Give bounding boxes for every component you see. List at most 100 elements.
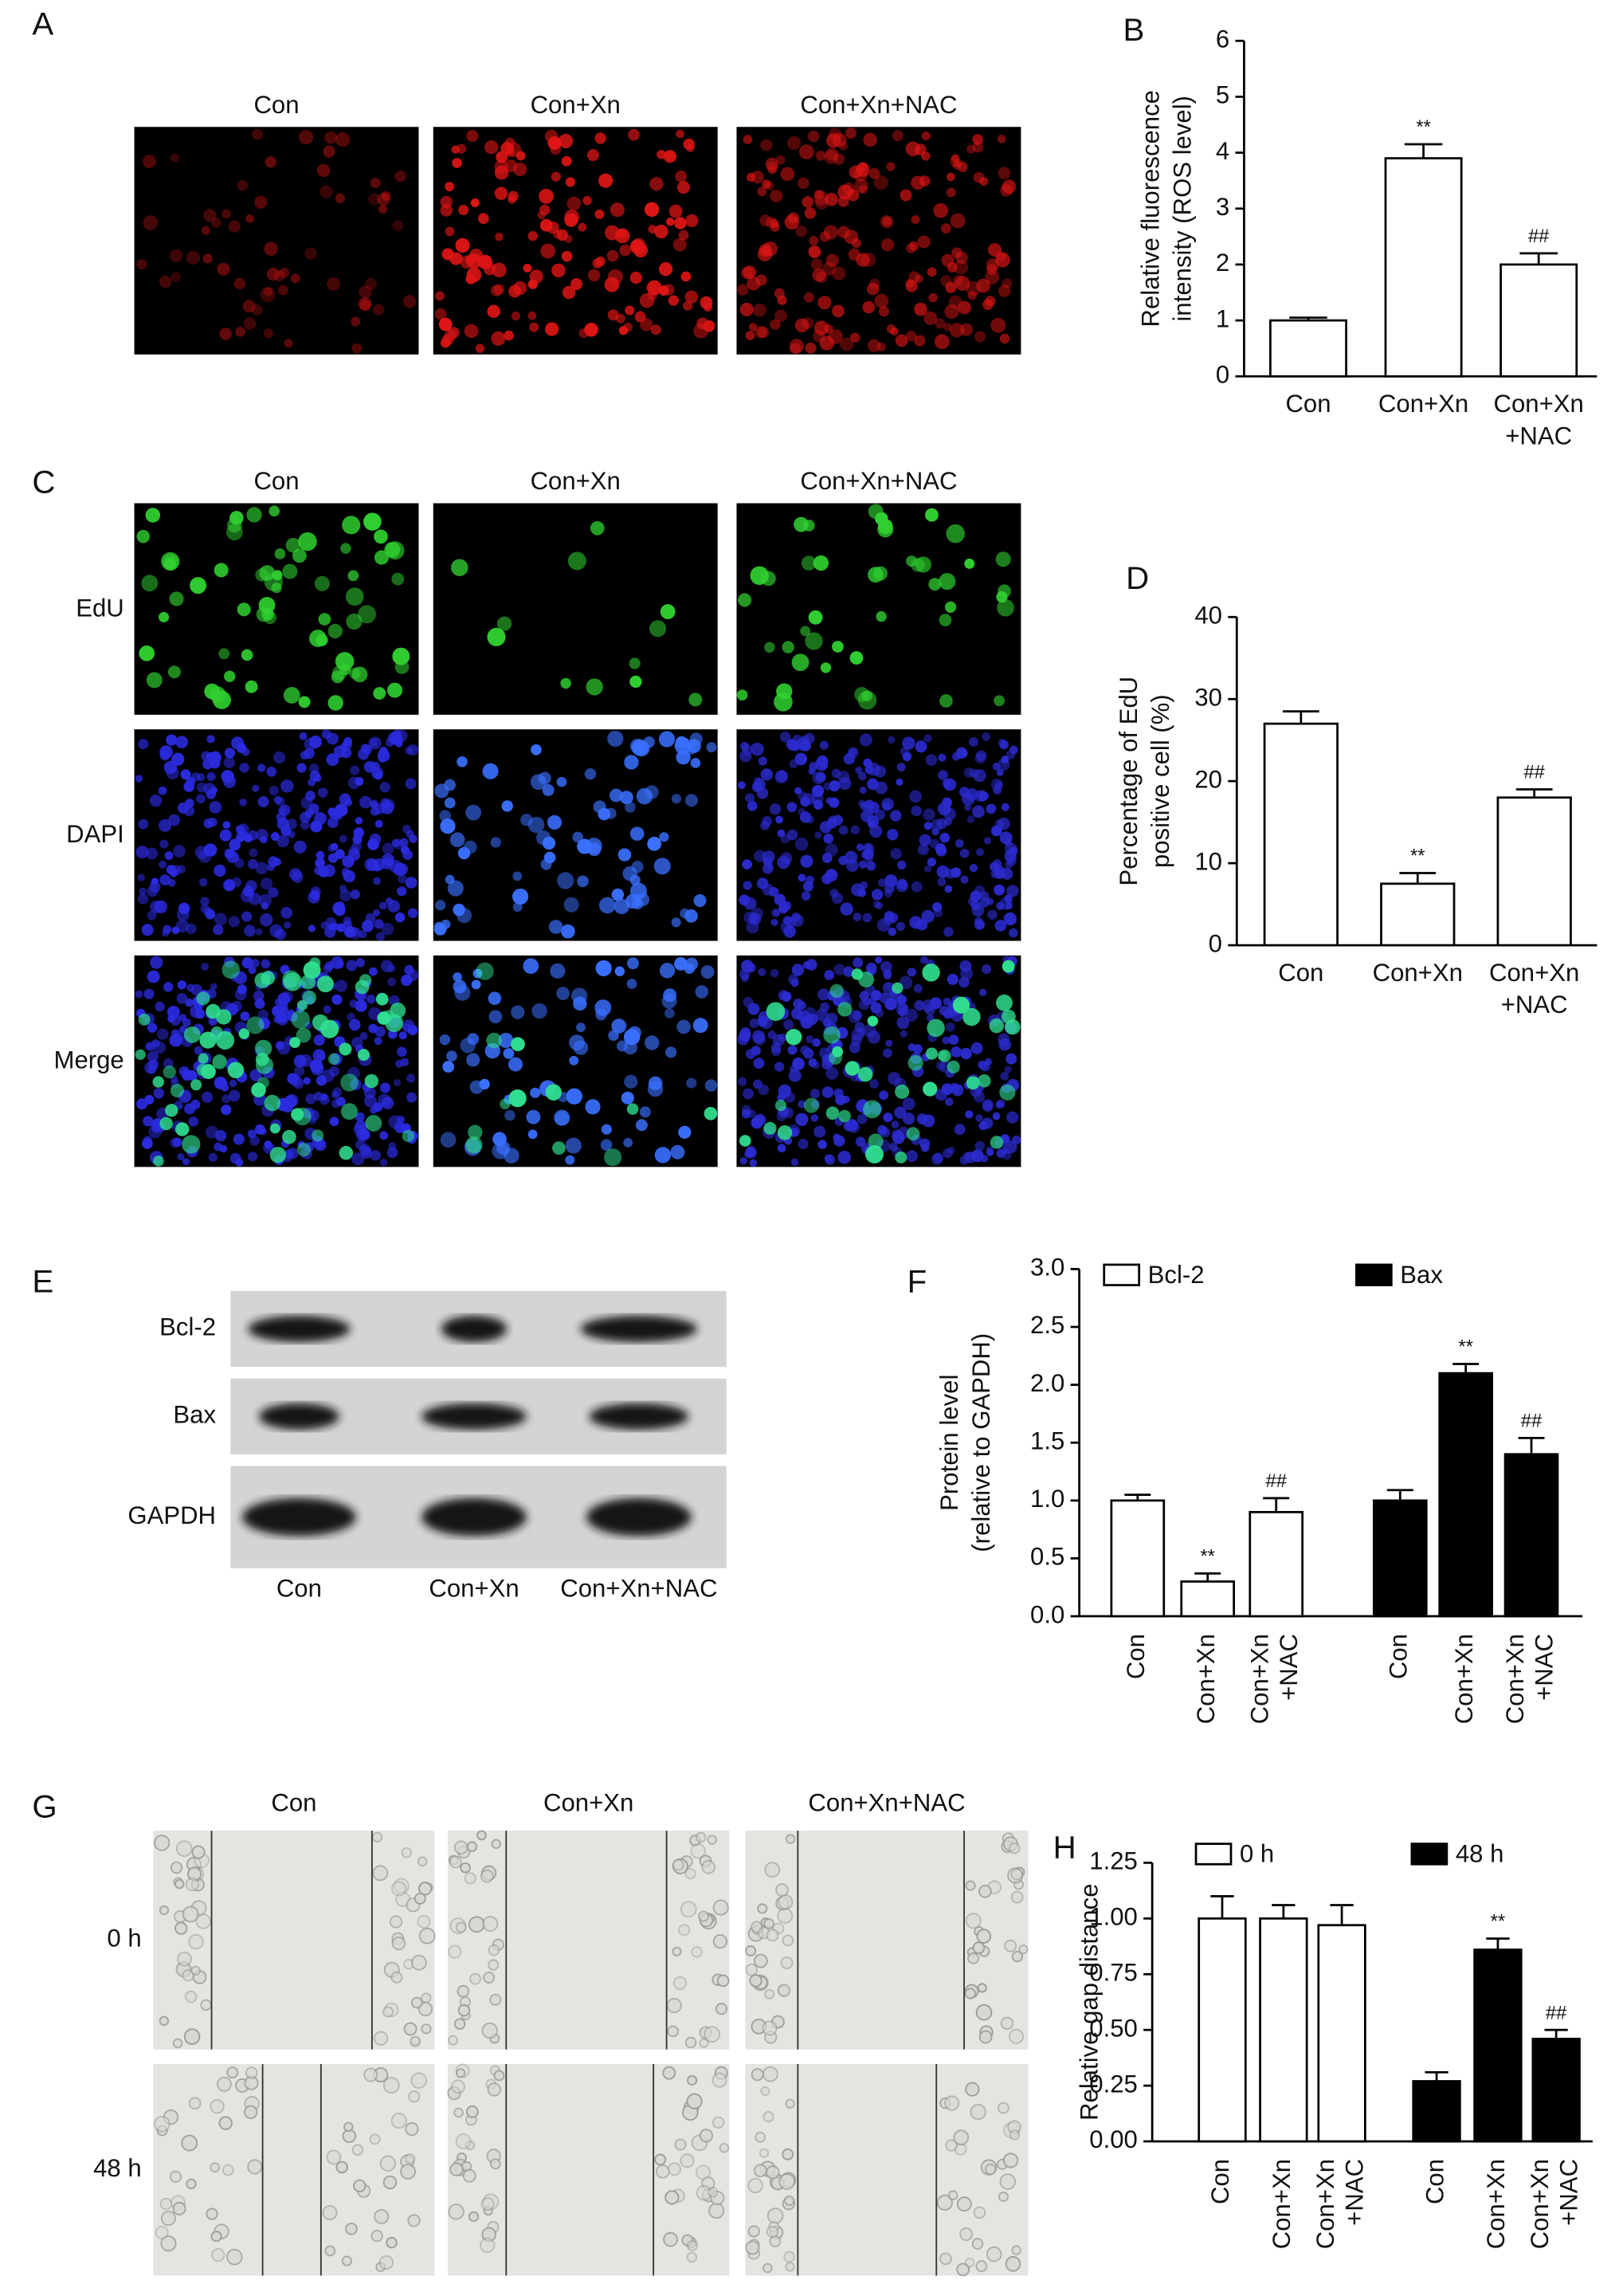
cell [564, 209, 580, 225]
cell [958, 976, 970, 988]
cell [833, 153, 845, 165]
cell [825, 1106, 840, 1121]
cell [755, 325, 767, 339]
cell [467, 1033, 480, 1046]
cell [802, 960, 811, 969]
cell [351, 1152, 365, 1166]
cell [198, 1053, 209, 1064]
cell [323, 1005, 331, 1014]
bar [1438, 1372, 1493, 1618]
cell [545, 1084, 562, 1101]
cell [590, 520, 605, 536]
cell [824, 970, 835, 980]
cell [584, 768, 597, 780]
cell [155, 2225, 169, 2239]
cell [339, 793, 351, 805]
cell [594, 999, 612, 1016]
cell [785, 1834, 796, 1844]
cell [888, 927, 897, 936]
cell [285, 1093, 299, 1107]
cell [435, 291, 445, 301]
cell [629, 826, 645, 841]
cell [165, 1104, 178, 1117]
cell [304, 247, 317, 260]
cell [190, 1965, 201, 1976]
cell [170, 868, 178, 877]
cell [939, 2252, 952, 2266]
cell [985, 2163, 997, 2176]
cell [512, 871, 523, 881]
cell [905, 1150, 919, 1163]
cell [244, 2105, 258, 2119]
cell [183, 2028, 201, 2045]
cell [469, 1080, 484, 1094]
cell [438, 317, 453, 332]
cell [696, 317, 709, 330]
cell [791, 653, 810, 672]
cell [811, 791, 824, 804]
cell [339, 885, 347, 893]
cell [814, 831, 822, 839]
cell [346, 613, 363, 630]
cell [982, 732, 990, 741]
cell [231, 736, 245, 750]
cell [820, 662, 832, 673]
cell [539, 188, 554, 204]
cell [859, 733, 872, 747]
cell [148, 1125, 162, 1139]
cell [191, 1845, 206, 1859]
cell [762, 862, 774, 874]
cell [625, 305, 635, 316]
cell [283, 686, 300, 704]
cell [1002, 278, 1013, 288]
cell [494, 165, 509, 180]
cell [530, 1087, 541, 1098]
cell [936, 2194, 953, 2211]
cell [769, 803, 782, 815]
cell [708, 2202, 725, 2219]
cell [865, 962, 877, 974]
cell [460, 1862, 471, 1874]
cell [366, 994, 376, 1004]
cell [335, 652, 355, 671]
cell [996, 994, 1013, 1011]
cell [783, 925, 796, 938]
cell [203, 843, 218, 857]
cell [274, 998, 283, 1006]
cell [923, 311, 938, 325]
cell [403, 2022, 417, 2036]
cell [804, 207, 817, 219]
cell [365, 277, 377, 290]
cell [299, 732, 308, 740]
cell [842, 182, 856, 195]
cell [138, 1013, 151, 1026]
cell [774, 693, 793, 712]
cell [221, 209, 231, 219]
x-tick-label: Con+Xn [1192, 1634, 1220, 1724]
cell [477, 254, 492, 269]
cell [508, 190, 519, 202]
cell [676, 1019, 691, 1034]
cell [964, 2257, 975, 2268]
cell [971, 805, 985, 818]
cell [798, 177, 810, 190]
cell [345, 587, 364, 606]
cell [379, 782, 390, 793]
cell [1000, 2016, 1014, 2030]
cell [624, 801, 636, 813]
cell [633, 740, 650, 756]
cell [859, 860, 868, 869]
cell [381, 922, 394, 936]
cell [689, 732, 703, 746]
cell [316, 634, 328, 646]
cell [974, 1140, 986, 1152]
x-tick-label: +NAC [1275, 1634, 1303, 1701]
cell [221, 1094, 231, 1104]
cell [1002, 960, 1015, 973]
cell [921, 909, 935, 923]
cell [782, 2148, 794, 2161]
cell [766, 1002, 786, 1022]
cell [872, 901, 880, 909]
cell [747, 2225, 760, 2238]
cell [919, 175, 931, 186]
